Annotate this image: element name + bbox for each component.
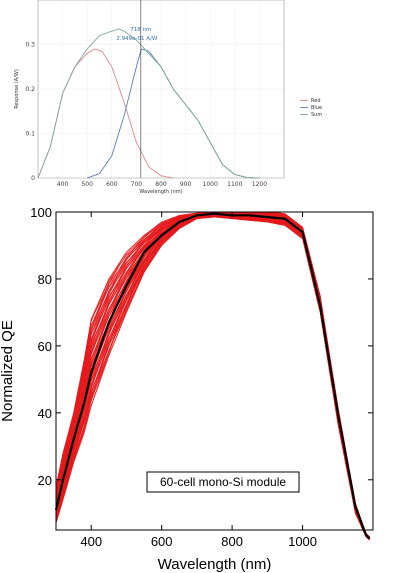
bottom-plot-frame	[55, 211, 374, 531]
legend-label-red: Red	[311, 98, 321, 104]
legend-label-sum: Sum	[311, 112, 322, 118]
bottom-y-tick-label: 40	[38, 406, 52, 421]
bottom-x-tick-label: 600	[151, 534, 173, 549]
bottom-y-ticks: 20 40 60 80 100	[30, 205, 373, 488]
bottom-y-tick-label: 100	[30, 205, 52, 220]
annotation-box: 60-cell mono-Si module	[146, 471, 300, 493]
cursor-label-wavelength: 718 nm	[130, 27, 151, 33]
top-x-tick-label: 800	[155, 181, 167, 188]
top-chart: 400 500 600 700 800 900 1000 1100 1200 0 0.1 0.2 0.…	[14, 0, 322, 195]
top-x-tick-label: 600	[106, 181, 118, 188]
top-x-tick-label: 1100	[227, 181, 242, 188]
annotation-text: 60-cell mono-Si module	[160, 475, 286, 489]
bottom-x-tick-label: 1000	[288, 534, 317, 549]
top-y-tick-label: 0.3	[25, 42, 35, 49]
series-line-sum	[37, 28, 260, 179]
top-x-ticks: 400 500 600 700 800 900 1000 1100 1200	[57, 181, 267, 188]
top-x-tick-label: 400	[57, 181, 69, 188]
bottom-y-axis-label: Normalized QE	[0, 320, 16, 422]
bottom-x-tick-label: 800	[221, 534, 243, 549]
top-y-axis-label: Response (A/W)	[14, 69, 20, 109]
top-x-tick-label: 1000	[203, 181, 218, 188]
top-x-tick-label: 700	[131, 181, 143, 188]
bottom-chart: 400 600 800 1000 20 40 60 80 100 60-cell mono-S…	[0, 205, 374, 573]
top-grid	[38, 0, 284, 179]
top-x-tick-label: 500	[81, 181, 93, 188]
top-x-tick-label: 1200	[252, 181, 267, 188]
annotation-box-border	[146, 471, 300, 493]
bottom-y-tick-label: 20	[38, 473, 52, 488]
bottom-y-tick-label: 60	[38, 339, 52, 354]
mean-qe-line	[54, 212, 371, 540]
top-series	[37, 28, 260, 179]
bottom-x-axis-label: Wavelength (nm)	[158, 556, 272, 573]
top-y-tick-label: 0	[31, 175, 35, 182]
bottom-x-tick-label: 400	[80, 534, 102, 549]
cursor-label-response: 2.949e-01 A/W	[116, 36, 157, 42]
top-x-tick-label: 900	[180, 181, 192, 188]
bottom-y-tick-label: 80	[38, 272, 52, 287]
top-y-ticks: 0 0.1 0.2 0.3	[25, 42, 35, 183]
bottom-x-ticks: 400 600 800 1000	[80, 212, 317, 549]
legend-label-blue: Blue	[311, 105, 322, 111]
top-y-tick-label: 0.2	[25, 86, 35, 93]
top-x-axis-label: Wavelength (nm)	[139, 189, 182, 195]
top-y-tick-label: 0.1	[25, 131, 35, 138]
